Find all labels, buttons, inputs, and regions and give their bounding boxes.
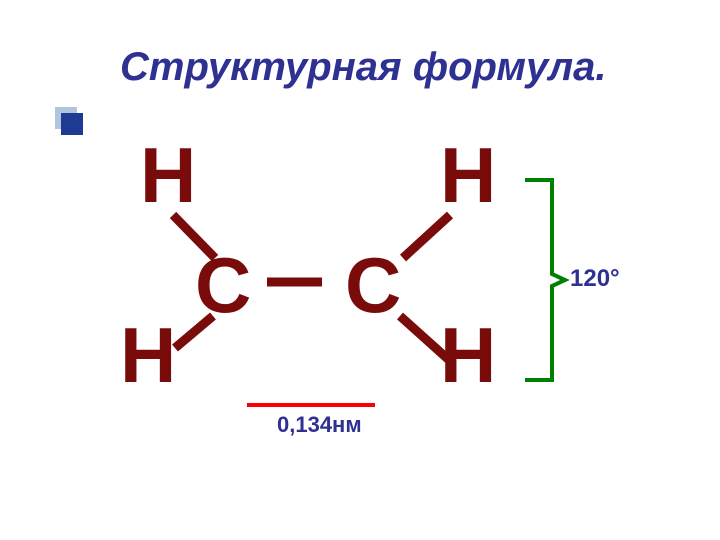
bond-angle-label: 120°	[570, 265, 620, 293]
bond-length-label: 0,134нм	[277, 412, 362, 438]
